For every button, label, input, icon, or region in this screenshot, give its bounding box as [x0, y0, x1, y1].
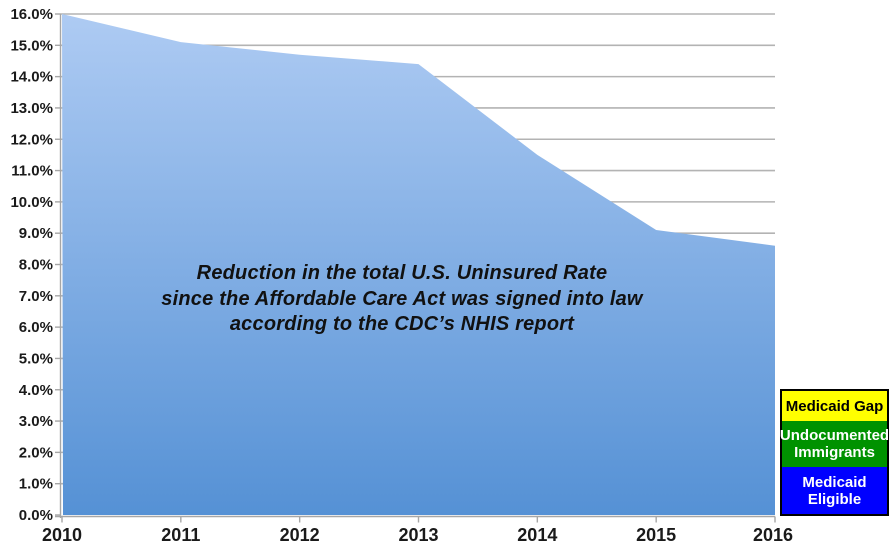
y-tick-label: 8.0% — [19, 257, 53, 274]
x-tick-label: 2011 — [161, 525, 200, 545]
y-tick-label: 6.0% — [19, 319, 53, 336]
annotation-line-3: according to the CDC’s NHIS report — [229, 313, 575, 335]
y-tick-label: 10.0% — [10, 194, 53, 211]
y-tick-label: 11.0% — [11, 163, 53, 180]
legend-label-medicaid-gap: Medicaid Gap — [785, 397, 884, 415]
y-tick-label: 15.0% — [10, 37, 53, 54]
x-tick-label: 2015 — [636, 525, 676, 545]
chart-legend: Medicaid Gap Undocumented Immigrants Med… — [780, 389, 889, 516]
y-tick-label: 1.0% — [19, 476, 53, 493]
legend-label-undocumented-immigrants: Undocumented Immigrants — [779, 427, 890, 461]
x-tick-label: 2014 — [517, 525, 557, 545]
x-tick-label: 2010 — [42, 525, 82, 545]
y-tick-label: 3.0% — [19, 413, 53, 430]
x-tick-label: 2013 — [398, 525, 438, 545]
chart-annotation: Reduction in the total U.S. Uninsured Ra… — [62, 261, 742, 338]
annotation-line-1: Reduction in the total U.S. Uninsured Ra… — [196, 262, 608, 284]
y-tick-label: 2.0% — [19, 444, 53, 461]
y-tick-label: 5.0% — [19, 350, 53, 367]
legend-label-medicaid-eligible: Medicaid Eligible — [802, 473, 867, 508]
y-tick-label: 9.0% — [19, 225, 53, 242]
uninsured-rate-area-series — [62, 14, 775, 515]
y-tick-label: 16.0% — [10, 6, 53, 23]
y-tick-label: 7.0% — [19, 288, 53, 305]
legend-item-medicaid-eligible: Medicaid Eligible — [782, 467, 887, 514]
y-tick-label: 0.0% — [19, 507, 53, 524]
legend-item-medicaid-gap: Medicaid Gap — [782, 391, 887, 421]
y-tick-label: 13.0% — [10, 100, 53, 117]
y-tick-label: 12.0% — [10, 131, 53, 148]
y-tick-label: 4.0% — [19, 382, 53, 399]
y-tick-label: 14.0% — [10, 69, 53, 86]
annotation-line-2: since the Affordable Care Act was signed… — [161, 287, 643, 310]
x-tick-label: 2012 — [280, 525, 320, 545]
legend-item-undocumented-immigrants: Undocumented Immigrants — [779, 421, 890, 467]
x-tick-label: 2016 — [753, 525, 793, 545]
